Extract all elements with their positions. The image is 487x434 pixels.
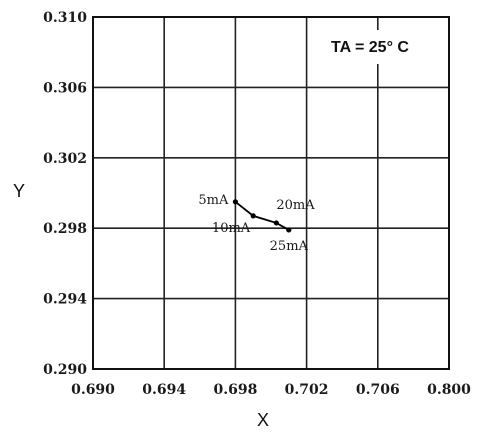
y-axis-title: Y — [13, 181, 25, 201]
y-tick-labels: 0.310 0.306 0.302 0.298 0.294 0.290 — [43, 10, 87, 378]
x-tick-labels: 0.690 0.694 0.698 0.702 0.706 0.800 — [71, 382, 471, 398]
data-point — [286, 227, 292, 233]
x-axis-title: X — [257, 410, 269, 430]
plot-frame — [92, 16, 450, 370]
data-point-label: 5mA — [198, 193, 229, 208]
grid — [92, 16, 450, 370]
y-tick-label: 0.306 — [43, 80, 87, 96]
data-point — [250, 213, 256, 219]
y-tick-label: 0.298 — [43, 221, 87, 237]
x-tick-label: 0.702 — [285, 382, 329, 398]
series-line — [234, 201, 290, 231]
y-tick-label: 0.290 — [43, 362, 87, 378]
data-point-label: 10mA — [212, 221, 251, 236]
y-tick-label: 0.310 — [43, 10, 87, 26]
data-point-label: 25mA — [270, 239, 309, 254]
y-tick-label: 0.302 — [43, 151, 87, 167]
annotation-box — [322, 30, 440, 64]
y-tick-label: 0.294 — [43, 292, 87, 308]
x-tick-label: 0.698 — [213, 382, 257, 398]
data-point — [232, 199, 238, 205]
series-group: 5mA 10mA 20mA 25mA — [198, 193, 315, 254]
x-tick-label: 0.706 — [356, 382, 400, 398]
x-tick-label: 0.800 — [427, 382, 471, 398]
data-point-label: 20mA — [276, 198, 315, 213]
x-tick-label: 0.694 — [142, 382, 186, 398]
temperature-annotation: TA = 25° C — [331, 39, 409, 56]
data-point — [273, 220, 279, 226]
x-tick-label: 0.690 — [71, 382, 115, 398]
